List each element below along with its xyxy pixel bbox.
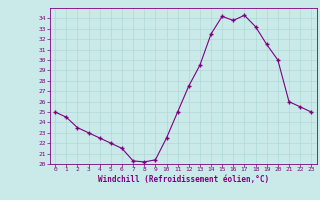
X-axis label: Windchill (Refroidissement éolien,°C): Windchill (Refroidissement éolien,°C) [98,175,269,184]
